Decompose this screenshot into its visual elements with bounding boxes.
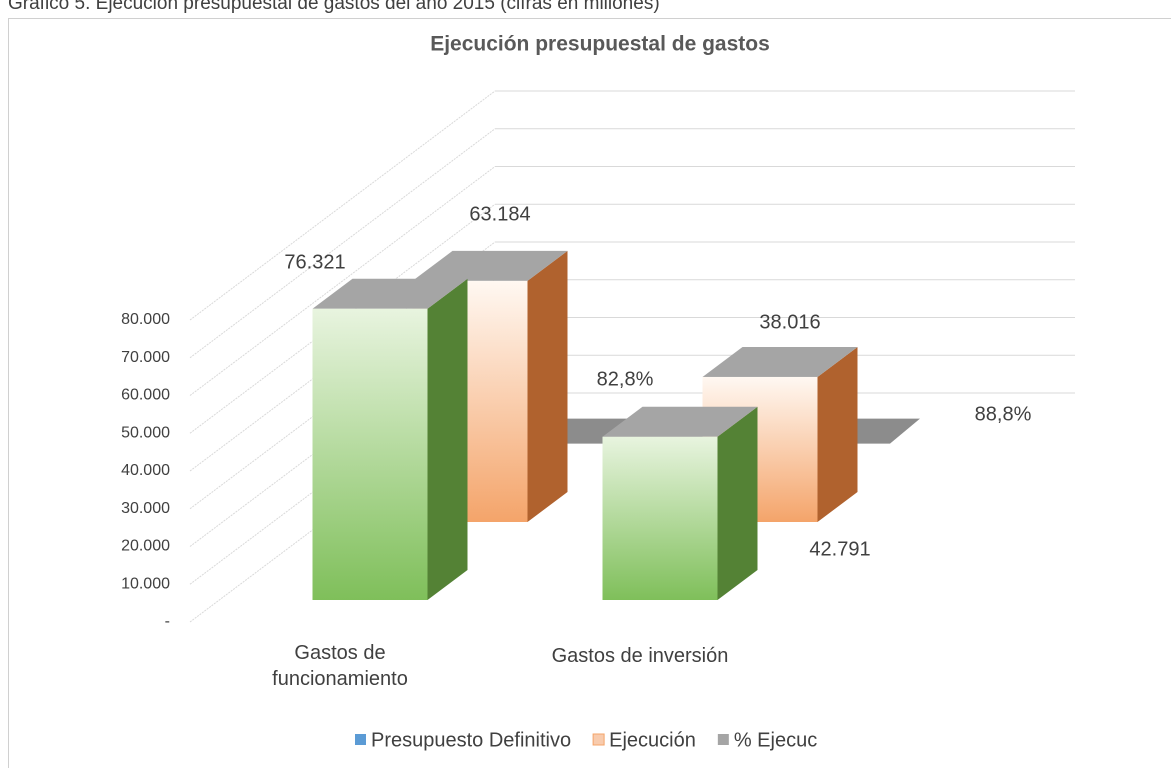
bar-side bbox=[427, 278, 468, 600]
grid-line bbox=[189, 166, 496, 396]
y-tick-label: 20.000 bbox=[121, 538, 170, 555]
data-label: 42.791 bbox=[809, 538, 870, 560]
chart-title: Ejecución presupuestal de gastos bbox=[430, 33, 770, 56]
legend-label: Presupuesto Definitivo bbox=[371, 729, 571, 751]
data-label: 38.016 bbox=[759, 311, 820, 333]
data-label: 88,8% bbox=[975, 403, 1032, 425]
bar-3d bbox=[312, 278, 468, 600]
y-tick-label: 30.000 bbox=[121, 500, 170, 517]
bar-top bbox=[312, 278, 468, 309]
data-label: 76.321 bbox=[284, 251, 345, 273]
grid-line bbox=[189, 128, 496, 359]
grid-line bbox=[189, 90, 496, 321]
data-label: 63.184 bbox=[469, 203, 530, 225]
y-tick-label: 10.000 bbox=[121, 575, 170, 592]
y-tick-label: 40.000 bbox=[121, 462, 170, 479]
bar-top bbox=[412, 250, 568, 281]
bar-top bbox=[602, 406, 758, 437]
bar-top bbox=[702, 346, 858, 377]
bar-side bbox=[817, 346, 858, 522]
legend-label: Ejecución bbox=[609, 729, 696, 751]
x-tick-label: Gastos de funcionamiento bbox=[272, 642, 408, 690]
legend-swatch bbox=[355, 734, 366, 745]
chart-border bbox=[8, 18, 1171, 768]
bar-3d bbox=[602, 406, 758, 600]
y-tick-label: - bbox=[165, 613, 170, 630]
legend-swatch bbox=[592, 733, 605, 746]
y-tick-label: 70.000 bbox=[121, 349, 170, 366]
bar bbox=[312, 308, 428, 600]
bar-side bbox=[717, 406, 758, 600]
y-tick-label: 50.000 bbox=[121, 424, 170, 441]
y-tick-label: 60.000 bbox=[121, 387, 170, 404]
caption: Gráfico 5. Ejecución presupuestal de gas… bbox=[8, 0, 660, 14]
x-tick-label: Gastos de inversión bbox=[551, 645, 729, 667]
bar-side bbox=[527, 250, 568, 523]
data-label: 82,8% bbox=[597, 368, 654, 390]
y-tick-label: 80.000 bbox=[121, 311, 170, 328]
legend-swatch bbox=[717, 734, 729, 745]
legend-label: % Ejecuc bbox=[734, 729, 817, 751]
bar bbox=[602, 436, 718, 600]
